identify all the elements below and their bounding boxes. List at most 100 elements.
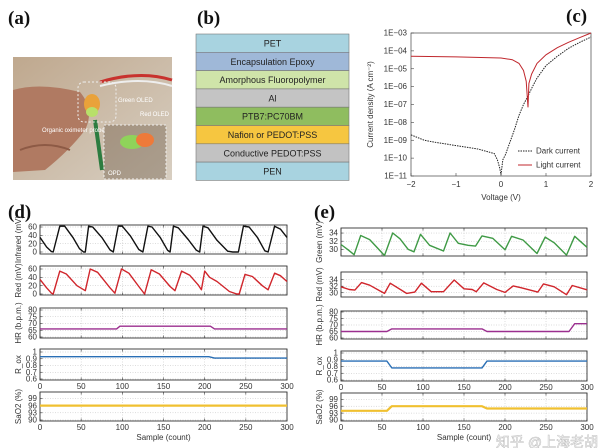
y-axis-label: SaO2 (%) [14, 389, 23, 424]
x-tick-label: 0 [38, 423, 43, 432]
device-layer-stack: PET Encapsulation Epoxy Amorphous Fluoropo… [195, 33, 350, 181]
x-tick-label: 200 [498, 423, 512, 432]
signal-line [341, 360, 587, 369]
x-tick-label: 0 [499, 180, 504, 189]
y-axis-label: Infrared (mV) [14, 216, 23, 263]
oximeter-photo: Green OLED Red OLED Organic oximeter pro… [13, 57, 173, 180]
legend-label: Dark current [536, 147, 581, 156]
photo-label-green-oled: Green OLED [118, 98, 153, 104]
y-tick-label: 20 [28, 281, 37, 290]
y-tick-label: 99 [28, 394, 37, 403]
panel-label-b: (b) [197, 8, 220, 29]
x-tick-label: 300 [280, 423, 294, 432]
y-tick-label: 0 [33, 248, 38, 257]
x-tick-label: 200 [198, 382, 212, 391]
y-tick-label: 20 [28, 239, 37, 248]
x-tick-label: 100 [116, 382, 130, 391]
plot-frame [39, 265, 288, 296]
layer-label: Encapsulation Epoxy [230, 57, 315, 67]
plot-frame [39, 348, 288, 381]
y-tick-label: 40 [28, 273, 37, 282]
x-tick-label: 0 [38, 382, 43, 391]
y-tick-label: 90 [28, 416, 37, 425]
y-axis-label: HR (b.p.m.) [14, 302, 23, 344]
y-tick-label: 0 [33, 290, 38, 299]
x-tick-label: 250 [539, 383, 553, 392]
x-tick-label: 200 [198, 423, 212, 432]
y-axis-label: HR (b.p.m.) [315, 304, 324, 346]
y-tick-label: 1E−09 [384, 136, 408, 145]
y-tick-label: 80 [329, 308, 338, 317]
layer-7 [195, 161, 350, 181]
x-axis-label: Sample (count) [437, 433, 492, 442]
layer-label: PET [264, 38, 282, 48]
x-tick-label: 0 [339, 383, 344, 392]
x-tick-label: 50 [77, 382, 86, 391]
y-tick-label: 96 [329, 402, 338, 411]
signal-line [341, 323, 587, 333]
x-tick-label: 50 [378, 383, 387, 392]
x-tick-label: 0 [339, 423, 344, 432]
panel-label-c: (c) [566, 6, 587, 27]
y-tick-label: 34 [329, 229, 338, 238]
y-tick-label: 70 [28, 319, 37, 328]
x-tick-label: 100 [116, 423, 130, 432]
plot-frame [340, 271, 588, 298]
y-tick-label: 0.9 [26, 354, 38, 363]
y-tick-label: 40 [28, 231, 37, 240]
signal-line [341, 405, 587, 412]
photo-label-probe: Organic oximeter probe [42, 128, 105, 134]
x-tick-label: 150 [157, 423, 171, 432]
layer-label: Amorphous Fluoropolymer [219, 75, 325, 85]
signal-line [39, 225, 288, 253]
y-tick-label: 65 [28, 326, 37, 335]
x-tick-label: 100 [416, 383, 430, 392]
x-axis-label: Sample (count) [136, 433, 191, 442]
signal-line [340, 232, 588, 257]
y-tick-label: 30 [329, 288, 338, 297]
y-tick-label: 60 [28, 265, 37, 274]
y-tick-label: 0.9 [327, 355, 339, 364]
y-axis-label: Red (mV) [14, 263, 23, 298]
signal-line [40, 356, 287, 359]
y-axis-label: R_ox [315, 357, 324, 376]
layer-label: Nafion or PEDOT:PSS [228, 130, 318, 140]
x-tick-label: 250 [239, 423, 253, 432]
layer-label: Al [268, 93, 276, 103]
y-axis-label: SaO2 (%) [315, 389, 324, 424]
y-tick-label: 0.8 [327, 362, 339, 371]
y-tick-label: 1E−08 [384, 118, 408, 127]
x-tick-label: 150 [157, 382, 171, 391]
series-light-current [410, 32, 592, 108]
x-tick-label: 250 [539, 423, 553, 432]
x-axis-label: Voltage (V) [481, 193, 521, 202]
y-tick-label: 30 [329, 245, 338, 254]
subplot-r-ox: 0.60.70.80.91 R_ox 0 50 100 150 200 250 300 [14, 348, 294, 391]
x-tick-label: 150 [457, 423, 471, 432]
y-tick-label: 0.7 [327, 369, 339, 378]
signal-line [340, 279, 588, 296]
x-tick-label: 50 [378, 423, 387, 432]
y-tick-label: 1E−03 [384, 29, 408, 38]
y-tick-label: 75 [329, 314, 338, 323]
plot-frame [340, 227, 588, 257]
y-tick-label: 70 [329, 321, 338, 330]
x-tick-label: 1 [544, 180, 549, 189]
watermark: 知乎 @上海老胡 [496, 434, 598, 448]
y-tick-label: 60 [28, 333, 37, 342]
x-tick-label: 300 [580, 423, 594, 432]
x-tick-label: −2 [406, 180, 416, 189]
y-axis-label: Red (mV) [315, 267, 324, 302]
y-tick-label: 1 [33, 348, 38, 357]
panel-label-a: (a) [8, 8, 30, 29]
layer-label: PEN [263, 167, 282, 177]
